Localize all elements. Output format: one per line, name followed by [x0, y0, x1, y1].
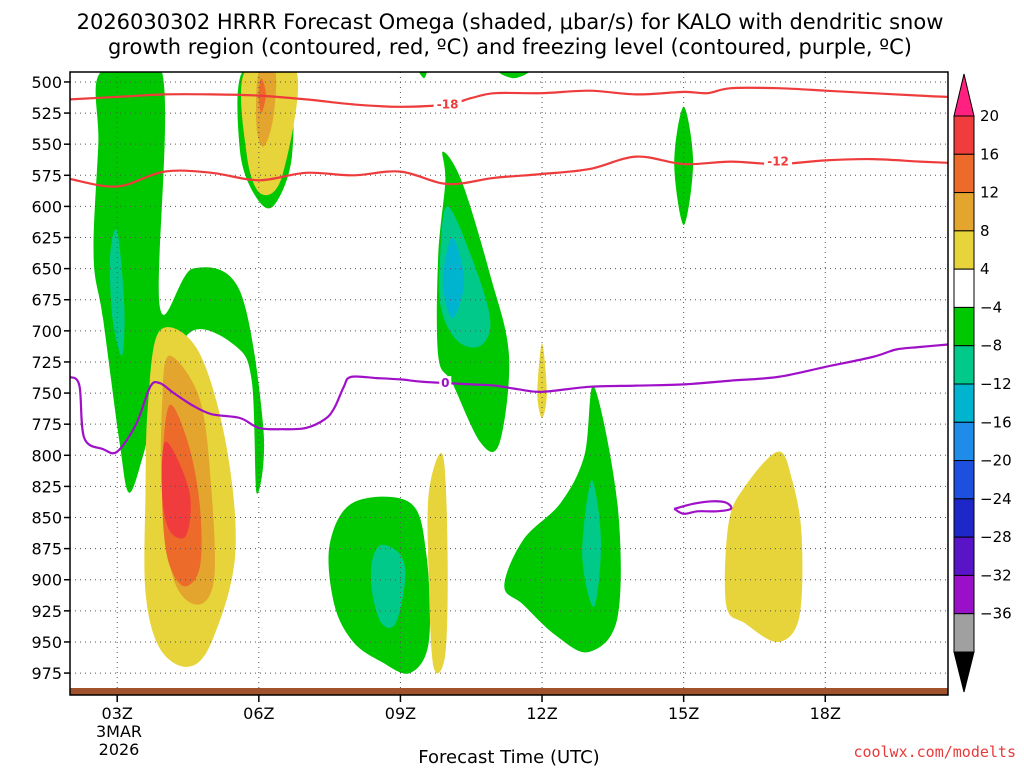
y-tick-label-925: 925: [31, 602, 62, 621]
y-tick-label-500: 500: [31, 73, 62, 92]
freezing-level-label: 0: [441, 376, 449, 390]
ground-surface-bar: [70, 688, 948, 695]
colorbar-swatch-3: [953, 230, 975, 270]
date-label-day: 3MAR: [96, 722, 142, 741]
freezing-level-label-bg: [439, 376, 452, 391]
x-tick-label-09Z: 09Z: [385, 704, 416, 723]
y-tick-label-850: 850: [31, 509, 62, 528]
x-tick-label-18Z: 18Z: [810, 704, 841, 723]
colorbar-label-10: −24: [980, 490, 1012, 508]
dgz-minus-12-label-bg: [764, 154, 793, 169]
colorbar-label-12: −32: [980, 566, 1012, 584]
dgz-minus-18-label-bg: [433, 97, 462, 112]
colorbar-top-arrow: [953, 73, 975, 117]
freezing-level-loop-line: [673, 500, 733, 515]
colorbar-label-13: −36: [980, 605, 1012, 623]
colorbar-label-1: 16: [980, 145, 999, 163]
colorbar-swatch-0: [953, 115, 975, 155]
colorbar-swatch-11: [953, 536, 975, 576]
colorbar-label-3: 8: [980, 222, 990, 240]
colorbar-label-5: −4: [980, 298, 1002, 316]
chart-title-line-1: 2026030302 HRRR Forecast Omega (shaded, …: [77, 10, 944, 34]
plot-area: -18 -12 0: [69, 71, 949, 696]
dgz-minus-12-line: [70, 155, 948, 188]
colorbar-label-0: 20: [980, 107, 999, 125]
colorbar-label-4: 4: [980, 260, 990, 278]
colorbar-label-8: −16: [980, 413, 1012, 431]
y-tick-label-550: 550: [31, 135, 62, 154]
colorbar-swatch-13: [953, 613, 975, 653]
omega-region-4-15: [427, 452, 448, 674]
y-tick-label-750: 750: [31, 384, 62, 403]
omega-region--4-0: [93, 72, 265, 494]
omega-region-16-22: [161, 441, 191, 539]
y-tick-label-775: 775: [31, 415, 62, 434]
x-tick-label-06Z: 06Z: [243, 704, 274, 723]
date-label-year: 2026: [99, 740, 140, 759]
dgz-minus-12-label: -12: [767, 155, 789, 169]
colorbar-label-2: 12: [980, 184, 999, 202]
y-tick-label-700: 700: [31, 322, 62, 341]
credit-text: coolwx.com/modelts: [853, 743, 1016, 761]
y-tick-label-725: 725: [31, 353, 62, 372]
omega-region--8-10: [370, 544, 406, 628]
y-tick-label-975: 975: [31, 664, 62, 683]
contour-lines: -18 -12 0: [70, 86, 948, 515]
omega-region-4-17: [724, 451, 803, 643]
y-tick-label-825: 825: [31, 477, 62, 496]
omega-region-4-16: [537, 343, 547, 418]
colorbar-swatch-4: [953, 268, 975, 308]
colorbar: 20 16 12 8 4 −4 −8 −12 −16 −20 −24 −28 −32 −36: [953, 73, 1012, 693]
colorbar-swatch-1: [953, 153, 975, 194]
plot-border: [69, 71, 949, 696]
y-tick-label-675: 675: [31, 291, 62, 310]
colorbar-label-6: −8: [980, 337, 1002, 355]
y-tick-label-900: 900: [31, 571, 62, 590]
omega-region--4-2: [419, 72, 427, 79]
colorbar-swatch-2: [953, 192, 975, 232]
colorbar-label-11: −28: [980, 528, 1012, 546]
y-tick-label-625: 625: [31, 229, 62, 248]
colorbar-label-7: −12: [980, 375, 1012, 393]
colorbar-swatch-5: [953, 306, 975, 347]
dgz-minus-18-label: -18: [437, 97, 459, 111]
colorbar-swatch-9: [953, 460, 975, 500]
pressure-axis: 500 525 550 575 600 625 650 675 700 725 750 775 800 8…: [31, 73, 70, 683]
y-tick-label-575: 575: [31, 166, 62, 185]
colorbar-bottom-arrow: [953, 651, 975, 693]
y-tick-label-600: 600: [31, 197, 62, 216]
omega-region--12-12: [442, 237, 465, 319]
x-tick-label-12Z: 12Z: [526, 704, 557, 723]
colorbar-swatch-6: [953, 345, 975, 385]
x-tick-label-15Z: 15Z: [668, 704, 699, 723]
colorbar-swatch-10: [953, 498, 975, 538]
colorbar-swatch-12: [953, 574, 975, 615]
dgz-minus-18-line: [70, 86, 948, 108]
colorbar-swatch-8: [953, 421, 975, 462]
x-axis-title: Forecast Time (UTC): [418, 747, 599, 768]
y-tick-label-875: 875: [31, 540, 62, 559]
y-tick-label-650: 650: [31, 260, 62, 279]
omega-region--8-11: [582, 480, 602, 608]
freezing-level-line: [70, 343, 948, 455]
y-tick-label-525: 525: [31, 104, 62, 123]
time-axis: 03Z 06Z 09Z 12Z 15Z 18Z: [102, 695, 841, 723]
chart-title-line-2: growth region (contoured, red, ºC) and f…: [108, 35, 912, 59]
colorbar-label-9: −20: [980, 452, 1012, 470]
x-tick-label-03Z: 03Z: [102, 704, 133, 723]
y-tick-label-950: 950: [31, 633, 62, 652]
omega-region--4-5: [674, 106, 694, 226]
omega-shading: [93, 72, 803, 674]
colorbar-swatch-7: [953, 383, 975, 423]
y-tick-label-800: 800: [31, 446, 62, 465]
omega-region--4-3: [499, 72, 529, 79]
